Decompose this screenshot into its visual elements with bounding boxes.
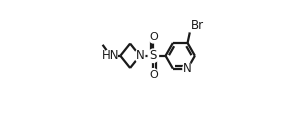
Ellipse shape: [148, 49, 159, 62]
Ellipse shape: [185, 20, 197, 32]
Text: S: S: [150, 49, 157, 62]
Text: N: N: [135, 49, 144, 62]
Ellipse shape: [183, 62, 192, 75]
Ellipse shape: [104, 50, 117, 62]
Ellipse shape: [149, 31, 158, 43]
Text: Br: Br: [191, 19, 204, 32]
Ellipse shape: [135, 49, 145, 62]
Text: O: O: [149, 70, 158, 80]
Ellipse shape: [149, 69, 158, 81]
Text: N: N: [183, 62, 192, 75]
Text: HN: HN: [102, 49, 119, 62]
Text: O: O: [149, 32, 158, 42]
